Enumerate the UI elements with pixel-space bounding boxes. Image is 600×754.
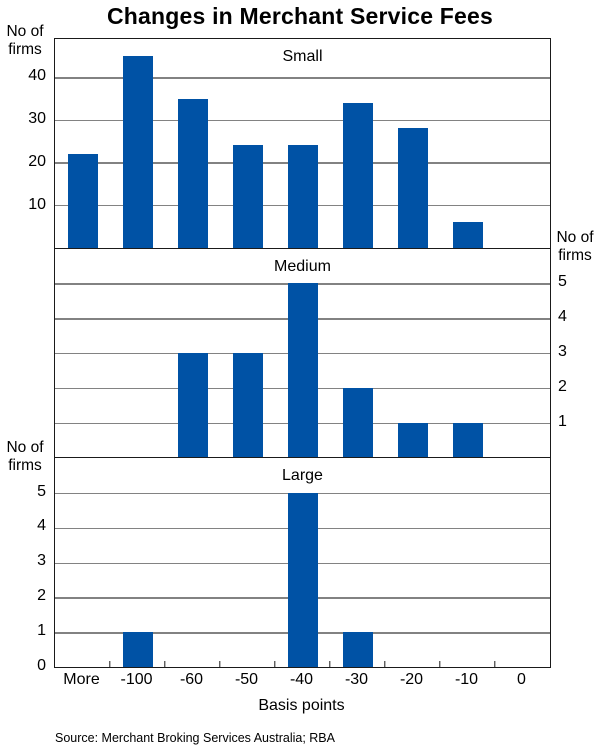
- x-tick-label--40: -40: [289, 671, 314, 688]
- plot-area: Small Medium Large: [54, 38, 551, 668]
- x-axis-tick: [439, 661, 441, 668]
- y-tick-label-medium-2: 2: [558, 377, 567, 395]
- y-axis-unit-label-medium: No of firms: [552, 229, 598, 265]
- x-tick-label-More: More: [63, 671, 100, 688]
- y-axis-unit-label-large: No of firms: [2, 439, 48, 475]
- bar-medium--20: [397, 422, 428, 458]
- x-tick-label--60: -60: [179, 671, 204, 688]
- bar-medium--50: [232, 353, 263, 458]
- panel-label-medium: Medium: [274, 257, 331, 275]
- x-axis-tick: [384, 661, 386, 668]
- bar-small--10: [452, 222, 483, 248]
- y-tick-label-small-20: 20: [28, 152, 46, 170]
- x-tick-label--10: -10: [454, 671, 479, 688]
- y-tick-label-medium-4: 4: [558, 308, 567, 326]
- x-tick-label--50: -50: [234, 671, 259, 688]
- y-tick-label-small-40: 40: [28, 67, 46, 85]
- y-tick-label-large-3: 3: [37, 552, 46, 570]
- y-axis-unit-label-small: No of firms: [2, 23, 48, 59]
- bar-small--20: [397, 128, 428, 248]
- y-tick-label-large-0: 0: [37, 657, 46, 674]
- bar-medium--60: [177, 353, 208, 458]
- bar-small--40: [287, 145, 318, 248]
- bar-medium--30: [342, 387, 373, 458]
- panel-label-large: Large: [282, 467, 323, 485]
- y-tick-label-large-2: 2: [37, 587, 46, 605]
- x-tick-label-0: 0: [517, 671, 526, 688]
- y-tick-label-medium-5: 5: [558, 273, 567, 291]
- x-axis-tick: [329, 661, 331, 668]
- y-axis-unit-line: firms: [558, 247, 592, 265]
- bar-large--40: [287, 493, 318, 668]
- panel-large: Large: [55, 457, 550, 668]
- x-axis-tick: [109, 661, 111, 668]
- bar-large--100: [122, 632, 153, 668]
- x-axis-tick: [494, 661, 496, 668]
- y-tick-label-large-4: 4: [37, 517, 46, 535]
- chart-title: Changes in Merchant Service Fees: [106, 3, 494, 29]
- y-axis-unit-line: firms: [8, 456, 42, 474]
- y-tick-label-medium-3: 3: [558, 343, 567, 360]
- y-axis-unit-line: No of: [6, 23, 44, 41]
- x-tick-label--100: -100: [120, 671, 153, 688]
- y-tick-label-large-1: 1: [37, 622, 46, 640]
- bar-medium--40: [287, 283, 318, 458]
- bar-small--30: [342, 102, 373, 248]
- bar-small--100: [122, 56, 153, 248]
- x-axis-tick: [164, 661, 166, 668]
- y-tick-label-small-30: 30: [28, 110, 46, 128]
- panel-medium: Medium: [55, 247, 550, 458]
- x-axis-tick: [219, 661, 221, 668]
- x-axis-tick: [274, 661, 276, 668]
- gridline-30-small: [55, 119, 550, 122]
- y-tick-label-small-10: 10: [28, 195, 46, 213]
- bar-small-More: [67, 153, 98, 248]
- y-tick-label-large-5: 5: [37, 482, 46, 500]
- panel-small: Small: [55, 39, 550, 248]
- x-tick-label--30: -30: [344, 671, 369, 688]
- bar-small--50: [232, 145, 263, 248]
- y-axis-unit-line: No of: [6, 438, 44, 456]
- x-axis-label: Basis points: [258, 697, 345, 714]
- panel-label-small: Small: [282, 48, 323, 65]
- y-axis-unit-line: firms: [8, 41, 42, 59]
- bar-large--30: [342, 632, 373, 668]
- bar-small--60: [177, 98, 208, 248]
- y-tick-label-medium-1: 1: [558, 412, 567, 430]
- bar-medium--10: [452, 422, 483, 458]
- gridline-40-small: [55, 77, 550, 79]
- y-axis-unit-line: No of: [556, 229, 594, 247]
- x-tick-label--20: -20: [399, 671, 424, 688]
- source-note: Source: Merchant Broking Services Austra…: [55, 731, 335, 745]
